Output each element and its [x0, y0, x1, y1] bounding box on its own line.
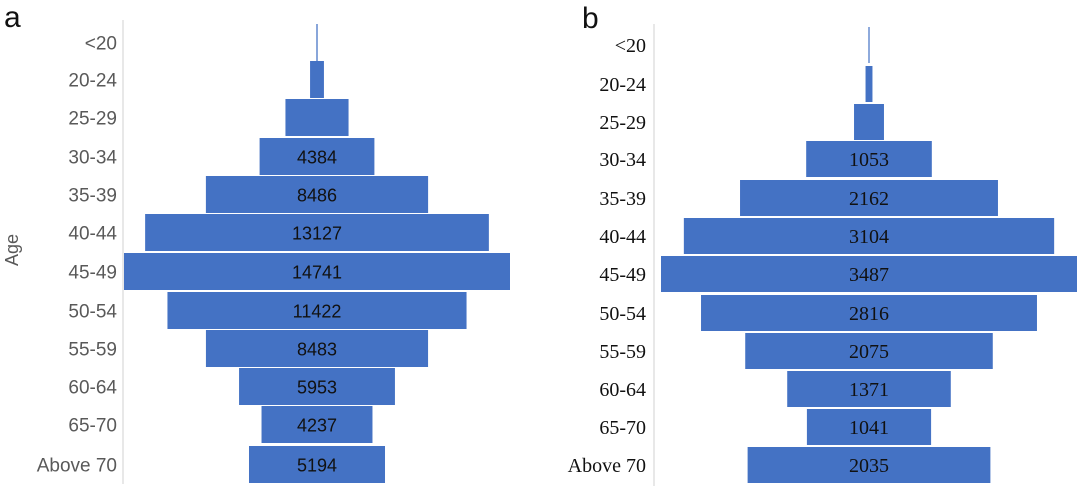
- panel-a-chart: <20 20-24 25-29 30-34 4384 35-39 8486 40-44 1312…: [37, 20, 510, 484]
- data-label: 2035: [849, 455, 889, 477]
- bar-3: [285, 99, 349, 136]
- panel-b-letter: b: [582, 2, 599, 35]
- bar-4: [259, 138, 375, 175]
- bar-6: [145, 214, 489, 251]
- data-label: 4237: [297, 416, 337, 436]
- panel-a-letter: a: [4, 1, 21, 34]
- bar-2: [310, 61, 324, 98]
- data-label: 14741: [292, 263, 342, 283]
- bar-4: [806, 141, 932, 177]
- y-tick-label: 20-24: [68, 71, 117, 92]
- y-tick-label: 25-29: [68, 109, 117, 130]
- y-tick-label: 65-70: [68, 416, 117, 437]
- bar-11: [806, 409, 932, 445]
- y-tick-label: 45-49: [68, 263, 117, 284]
- y-tick-label: 50-54: [599, 303, 646, 325]
- data-label: 1041: [849, 417, 889, 439]
- bar-12: [747, 447, 991, 483]
- bar-7: [661, 256, 1077, 292]
- data-label: 3104: [849, 226, 889, 248]
- y-tick-label: 30-34: [599, 149, 646, 171]
- bar-6: [683, 218, 1055, 254]
- data-label: 8486: [297, 186, 337, 206]
- panel-a-y-axis-label: Age: [2, 234, 22, 266]
- y-tick-label: 35-39: [599, 188, 646, 210]
- y-tick-label: 55-59: [599, 341, 646, 363]
- bar-9: [205, 330, 429, 367]
- data-label: 3487: [849, 264, 889, 286]
- bar-1: [316, 24, 318, 61]
- data-label: 2816: [849, 303, 889, 325]
- panel-b-chart: <20 20-24 25-29 30-34 1053 35-39 2162 40-44 3104…: [568, 24, 1077, 486]
- data-label: 8483: [297, 340, 337, 360]
- y-tick-label: Above 70: [37, 456, 117, 477]
- data-label: 4384: [297, 148, 337, 168]
- data-label: 5194: [297, 456, 337, 476]
- bar-9: [745, 333, 993, 369]
- bar-8: [701, 295, 1037, 331]
- y-tick-label: 60-64: [599, 379, 646, 401]
- y-tick-label: 50-54: [68, 302, 117, 323]
- bar-5: [740, 180, 998, 216]
- y-tick-label: 45-49: [599, 264, 646, 286]
- data-label: 11422: [293, 302, 342, 322]
- bar-1: [868, 27, 870, 63]
- bar-7: [124, 253, 510, 290]
- bar-5: [205, 176, 429, 213]
- bar-2: [865, 66, 873, 102]
- y-tick-label: 35-39: [68, 186, 117, 207]
- y-tick-label: 40-44: [599, 226, 646, 248]
- bar-3: [854, 104, 884, 140]
- data-label: 1053: [849, 149, 889, 171]
- data-label: 1371: [849, 379, 889, 401]
- y-tick-label: 55-59: [68, 340, 117, 361]
- data-label: 13127: [292, 224, 342, 244]
- y-tick-label: Above 70: [568, 455, 646, 477]
- y-tick-label: <20: [615, 35, 646, 57]
- y-tick-label: 25-29: [599, 112, 646, 134]
- data-label: 2075: [849, 341, 889, 363]
- data-label: 2162: [849, 188, 889, 210]
- y-tick-label: 65-70: [599, 417, 646, 439]
- bar-12: [248, 446, 386, 483]
- y-tick-label: 20-24: [599, 74, 646, 96]
- y-tick-label: 30-34: [68, 148, 117, 169]
- y-tick-label: 60-64: [68, 378, 117, 399]
- y-tick-label: <20: [85, 34, 117, 55]
- bar-8: [167, 292, 467, 329]
- bar-10: [787, 371, 951, 407]
- y-tick-label: 40-44: [68, 224, 117, 245]
- bar-10: [239, 368, 395, 405]
- data-label: 5953: [297, 378, 337, 398]
- bar-11: [261, 406, 373, 443]
